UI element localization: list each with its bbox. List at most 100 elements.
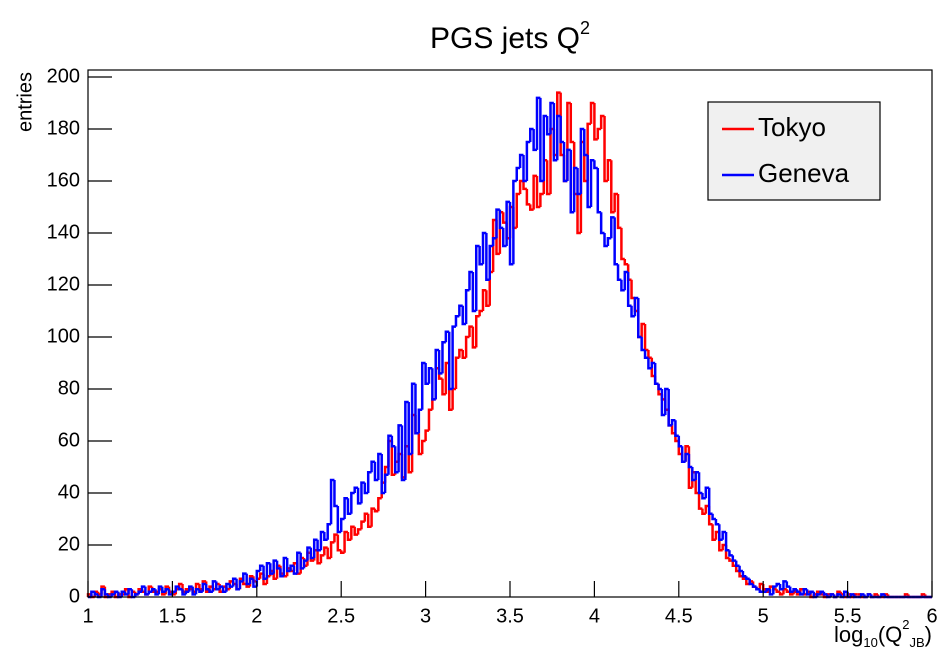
x-tick-label: 5.5 — [834, 605, 862, 627]
histogram-step — [849, 593, 855, 597]
histogram-step — [326, 522, 332, 540]
x-tick-label: 3 — [420, 605, 431, 627]
histogram-step — [447, 331, 453, 391]
histogram-step — [353, 486, 359, 494]
histogram-step — [640, 322, 646, 338]
histogram-step — [610, 216, 615, 239]
histogram-step — [758, 589, 764, 594]
histogram-step — [377, 496, 382, 512]
histogram-step — [194, 587, 200, 595]
histogram-step — [390, 441, 396, 477]
histogram-step — [93, 591, 99, 596]
histogram-step — [684, 452, 689, 462]
histogram-step — [464, 335, 470, 358]
histogram-step — [701, 493, 706, 500]
histogram-step — [623, 270, 629, 291]
x-tick-label: 1 — [82, 605, 93, 627]
histogram-step — [478, 309, 483, 317]
histogram-step — [420, 439, 426, 455]
histogram-step — [363, 512, 369, 522]
title-sup: 2 — [580, 18, 590, 38]
histogram-step — [377, 452, 382, 481]
histogram-step — [120, 590, 126, 597]
histogram-step — [562, 142, 568, 183]
histogram-step — [289, 564, 294, 572]
histogram-step — [704, 486, 710, 499]
x-tick-label: 5 — [758, 605, 769, 627]
histogram-step — [444, 330, 450, 343]
histogram-step — [100, 587, 105, 597]
histogram-step — [113, 590, 119, 595]
histogram-step — [721, 530, 727, 540]
histogram-step — [468, 325, 473, 338]
y-axis-label: entries — [14, 72, 36, 132]
x-label-part: 2 — [902, 617, 909, 632]
histogram-step — [150, 587, 156, 592]
histogram-step — [522, 181, 527, 191]
y-tick-label: 120 — [47, 273, 80, 295]
histogram-step — [269, 563, 274, 575]
histogram-step — [508, 201, 514, 266]
y-tick-label: 160 — [47, 169, 80, 191]
histogram-step — [633, 296, 639, 317]
histogram-step — [643, 350, 649, 360]
histogram-step — [393, 446, 399, 474]
histogram-step — [339, 550, 345, 555]
y-tick-label: 20 — [58, 533, 80, 555]
legend-label: Tokyo — [758, 112, 826, 142]
histogram-step — [785, 581, 791, 588]
histogram-step — [474, 244, 480, 312]
x-label-part: JB — [910, 635, 925, 650]
histogram-step — [319, 530, 325, 551]
histogram-step — [333, 533, 338, 543]
histogram-step — [404, 400, 409, 481]
histogram-step — [596, 127, 602, 140]
histogram-step — [360, 481, 365, 504]
histogram-step — [225, 582, 230, 592]
histogram-step — [667, 389, 673, 427]
histogram-step — [319, 554, 325, 564]
legend-label: Geneva — [758, 158, 850, 188]
histogram-step — [458, 348, 463, 358]
histogram-step — [177, 586, 183, 591]
histogram-step — [751, 584, 757, 588]
histogram-step — [512, 179, 517, 265]
histogram-step — [822, 591, 828, 596]
histogram-step — [616, 194, 622, 230]
x-tick-label: 2.5 — [327, 605, 355, 627]
histogram-step — [454, 314, 460, 327]
histogram-step — [569, 149, 575, 214]
histogram-step — [292, 565, 298, 575]
histogram-step — [339, 517, 345, 533]
y-tick-label: 80 — [58, 377, 80, 399]
histogram-step — [370, 460, 375, 473]
histogram-step — [613, 192, 619, 213]
histogram-step — [576, 194, 581, 235]
histogram-step — [468, 270, 473, 291]
histogram-step — [279, 568, 284, 578]
histogram-step — [529, 204, 534, 211]
histogram-step — [775, 589, 781, 594]
histogram-step — [859, 593, 865, 597]
histogram-step — [265, 561, 271, 579]
histogram-step — [809, 590, 814, 595]
histogram-step — [491, 236, 497, 247]
histogram-step — [616, 264, 622, 282]
histogram-step — [383, 473, 389, 494]
histogram-step — [535, 96, 541, 150]
histogram-step — [542, 114, 548, 182]
y-tick-label: 0 — [69, 585, 80, 607]
histogram-step — [610, 160, 615, 214]
histogram-step — [434, 348, 440, 400]
histogram-step — [316, 539, 321, 552]
y-tick-label: 200 — [47, 65, 80, 87]
histogram-step — [356, 487, 362, 505]
histogram-step — [238, 580, 244, 590]
title-text: PGS jets Q — [430, 22, 580, 55]
histogram-step — [593, 160, 598, 170]
histogram-step — [795, 589, 801, 594]
chart-title: PGS jets Q2 — [430, 18, 590, 55]
histogram-step — [630, 305, 635, 318]
histogram-step — [545, 116, 551, 136]
histogram-step — [258, 564, 264, 572]
